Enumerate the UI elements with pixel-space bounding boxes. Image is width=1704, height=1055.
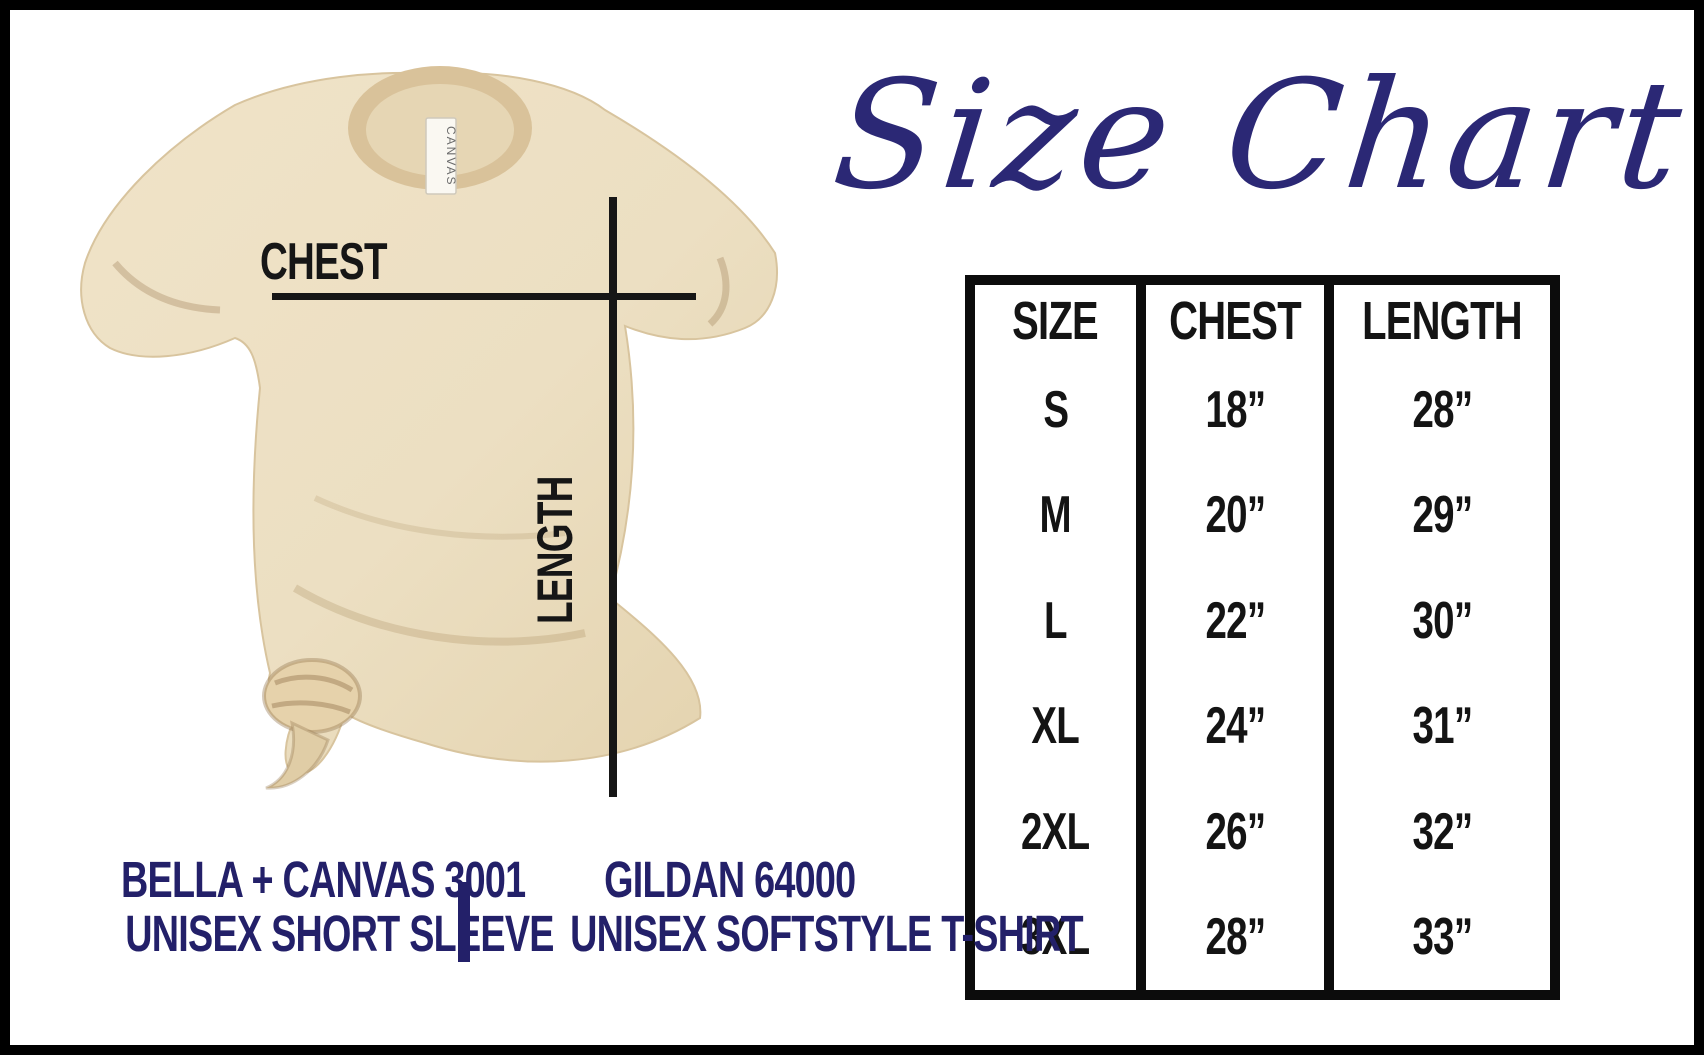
cell-text: 20” [1205,486,1266,545]
cell-text: 32” [1412,802,1473,861]
row-xl-chest: 24” [1135,673,1324,779]
row-m-size: M [975,463,1136,569]
cell-text: 28” [1205,908,1266,967]
cell-text: S [1043,380,1069,439]
sleeve-crease-left [112,260,221,314]
row-xl-length: 31” [1324,673,1550,779]
sleeve-crease-right [707,256,730,327]
cell-text: L [1044,591,1068,650]
row-3xl-length: 33” [1324,884,1550,990]
cell-text: XL [1031,697,1080,756]
length-label: LENGTH [527,440,583,660]
cell-text: 2XL [1021,802,1090,861]
fabric-fold [292,584,586,646]
row-l-length: 30” [1324,568,1550,674]
chest-label-text: CHEST [260,233,387,291]
row-m-length: 29” [1324,462,1550,568]
row-l-size: L [975,568,1136,674]
cell-text: 29” [1412,486,1473,545]
cell-text: 22” [1205,591,1266,650]
cell-text: 18” [1205,380,1266,439]
page-title: Size Chart [826,49,1694,223]
fabric-fold [313,495,566,540]
row-2xl-chest: 26” [1135,779,1324,885]
tshirt-image: CANVAS [80,66,778,790]
knot-tail [265,720,330,790]
row-xl-size: XL [975,674,1136,780]
cell-text: 28” [1412,380,1473,439]
row-m-chest: 20” [1135,462,1324,568]
neck-tag-label: CANVAS [444,126,458,186]
footer-right-line1: GILDAN 64000 [604,851,856,908]
row-2xl-size: 2XL [975,779,1136,885]
neck-tag [425,117,457,195]
cell-text: M [1039,486,1072,545]
footer-right-brand: GILDAN 64000 UNISEX SOFTSTYLE T-SHIRT [480,851,1083,961]
cell-text: 33” [1412,908,1473,967]
row-2xl-length: 32” [1324,779,1550,885]
footer-left-line2: UNISEX SHORT SLEEVE [125,905,554,962]
chest-label: CHEST [260,234,420,290]
row-3xl-chest: 28” [1135,884,1324,990]
cell-text: 31” [1412,697,1473,756]
header-chest-text: CHEST [1169,291,1301,351]
header-chest: CHEST [1135,285,1324,357]
row-s-length: 28” [1324,357,1550,463]
cell-text: 30” [1412,591,1473,650]
header-size: SIZE [975,285,1136,357]
cell-text: 3XL [1021,908,1090,967]
row-s-chest: 18” [1135,357,1324,463]
shirt-knot [262,658,362,734]
knot-folds [271,674,354,715]
cell-text: 24” [1205,697,1266,756]
header-length-text: LENGTH [1362,291,1523,351]
row-3xl-size: 3XL [975,885,1136,991]
footer-left-brand: BELLA + CANVAS 3001 UNISEX SHORT SLEEVE [50,853,554,961]
header-length: LENGTH [1324,285,1550,357]
cell-text: 26” [1205,802,1266,861]
header-size-text: SIZE [1012,291,1100,351]
size-table: SIZE CHEST LENGTH S 18” 28” M 20” 29” L … [965,275,1560,1000]
tshirt-body-shape [80,71,778,775]
row-l-chest: 22” [1135,568,1324,674]
footer-divider-bar [458,882,470,962]
row-s-size: S [975,357,1136,463]
length-measure-line [609,197,617,797]
chest-measure-line [272,293,696,300]
footer-right-line2: UNISEX SOFTSTYLE T-SHIRT [570,905,1083,962]
length-label-text: LENGTH [527,476,583,624]
